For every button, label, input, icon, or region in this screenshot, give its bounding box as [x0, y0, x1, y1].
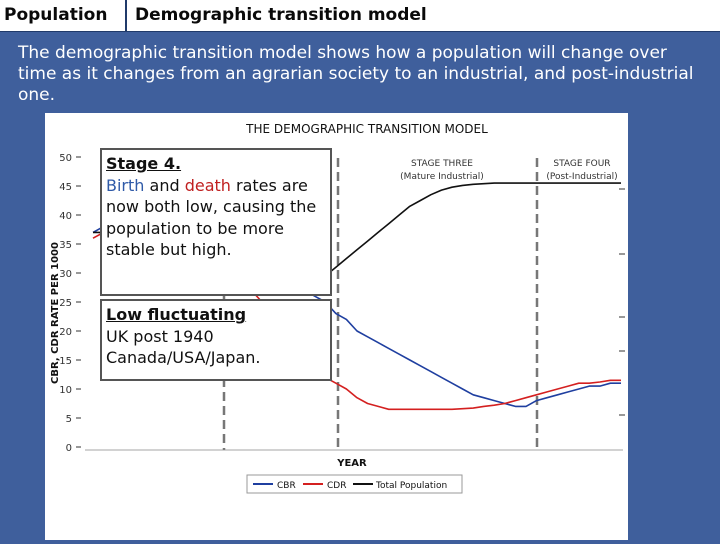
intro-text: The demographic transition model shows h…	[18, 43, 694, 105]
legend-cdr-label: CDR	[327, 481, 346, 491]
y-tick-label: 45	[59, 182, 72, 193]
legend: CBR CDR Total Population	[246, 474, 463, 494]
examples-line-2: Canada/USA/Japan.	[106, 348, 261, 367]
y-tick-label: 40	[59, 211, 72, 222]
right-ticks	[619, 188, 625, 416]
y-tick-label: 5	[66, 414, 72, 425]
stage-4-text: Birth and death rates are now both low, …	[106, 175, 326, 261]
y-tick-label: 20	[59, 327, 72, 338]
stage-three-sub: (Mature Industrial)	[400, 172, 484, 182]
y-tick-label: 30	[59, 269, 72, 280]
examples-line-1: UK post 1940	[106, 326, 214, 346]
tab-population[interactable]: Population	[0, 0, 127, 31]
stage-4-box: Stage 4. Birth and death rates are now b…	[100, 148, 332, 296]
legend-population-label: Total Population	[375, 481, 447, 491]
low-fluctuating-box: Low fluctuating UK post 1940 Canada/USA/…	[100, 299, 332, 381]
y-tick-label: 15	[59, 356, 72, 367]
legend-cbr-label: CBR	[277, 481, 296, 491]
birth-word: Birth	[106, 175, 145, 195]
y-tick-label: 0	[66, 443, 72, 454]
x-axis-label: YEAR	[336, 458, 367, 469]
stage-4-title: Stage 4.	[106, 154, 182, 173]
stage-four-sub: (Post-Industrial)	[546, 172, 617, 182]
stage-four-label: STAGE FOUR	[553, 159, 610, 169]
stage-4-rest: rates are now both low, causing the popu…	[106, 175, 317, 260]
y-tick-label: 10	[59, 385, 72, 396]
low-fluctuating-title: Low fluctuating	[106, 305, 247, 324]
y-axis-label: CBR, CDR RATE PER 1000	[50, 242, 61, 384]
stage-three-label: STAGE THREE	[411, 159, 473, 169]
and-word: and	[144, 175, 185, 195]
y-tick-label: 50	[59, 153, 72, 164]
y-tick-label: 35	[59, 240, 72, 251]
y-ticks: 0 5 10 15 20 25 30 35 40 45 50	[59, 153, 81, 454]
tab-bar: Population Demographic transition model	[0, 0, 720, 32]
tab-demographic-transition-model[interactable]: Demographic transition model	[135, 5, 427, 25]
y-tick-label: 25	[59, 298, 72, 309]
death-word: death	[184, 175, 231, 195]
chart-title: THE DEMOGRAPHIC TRANSITION MODEL	[245, 122, 488, 136]
